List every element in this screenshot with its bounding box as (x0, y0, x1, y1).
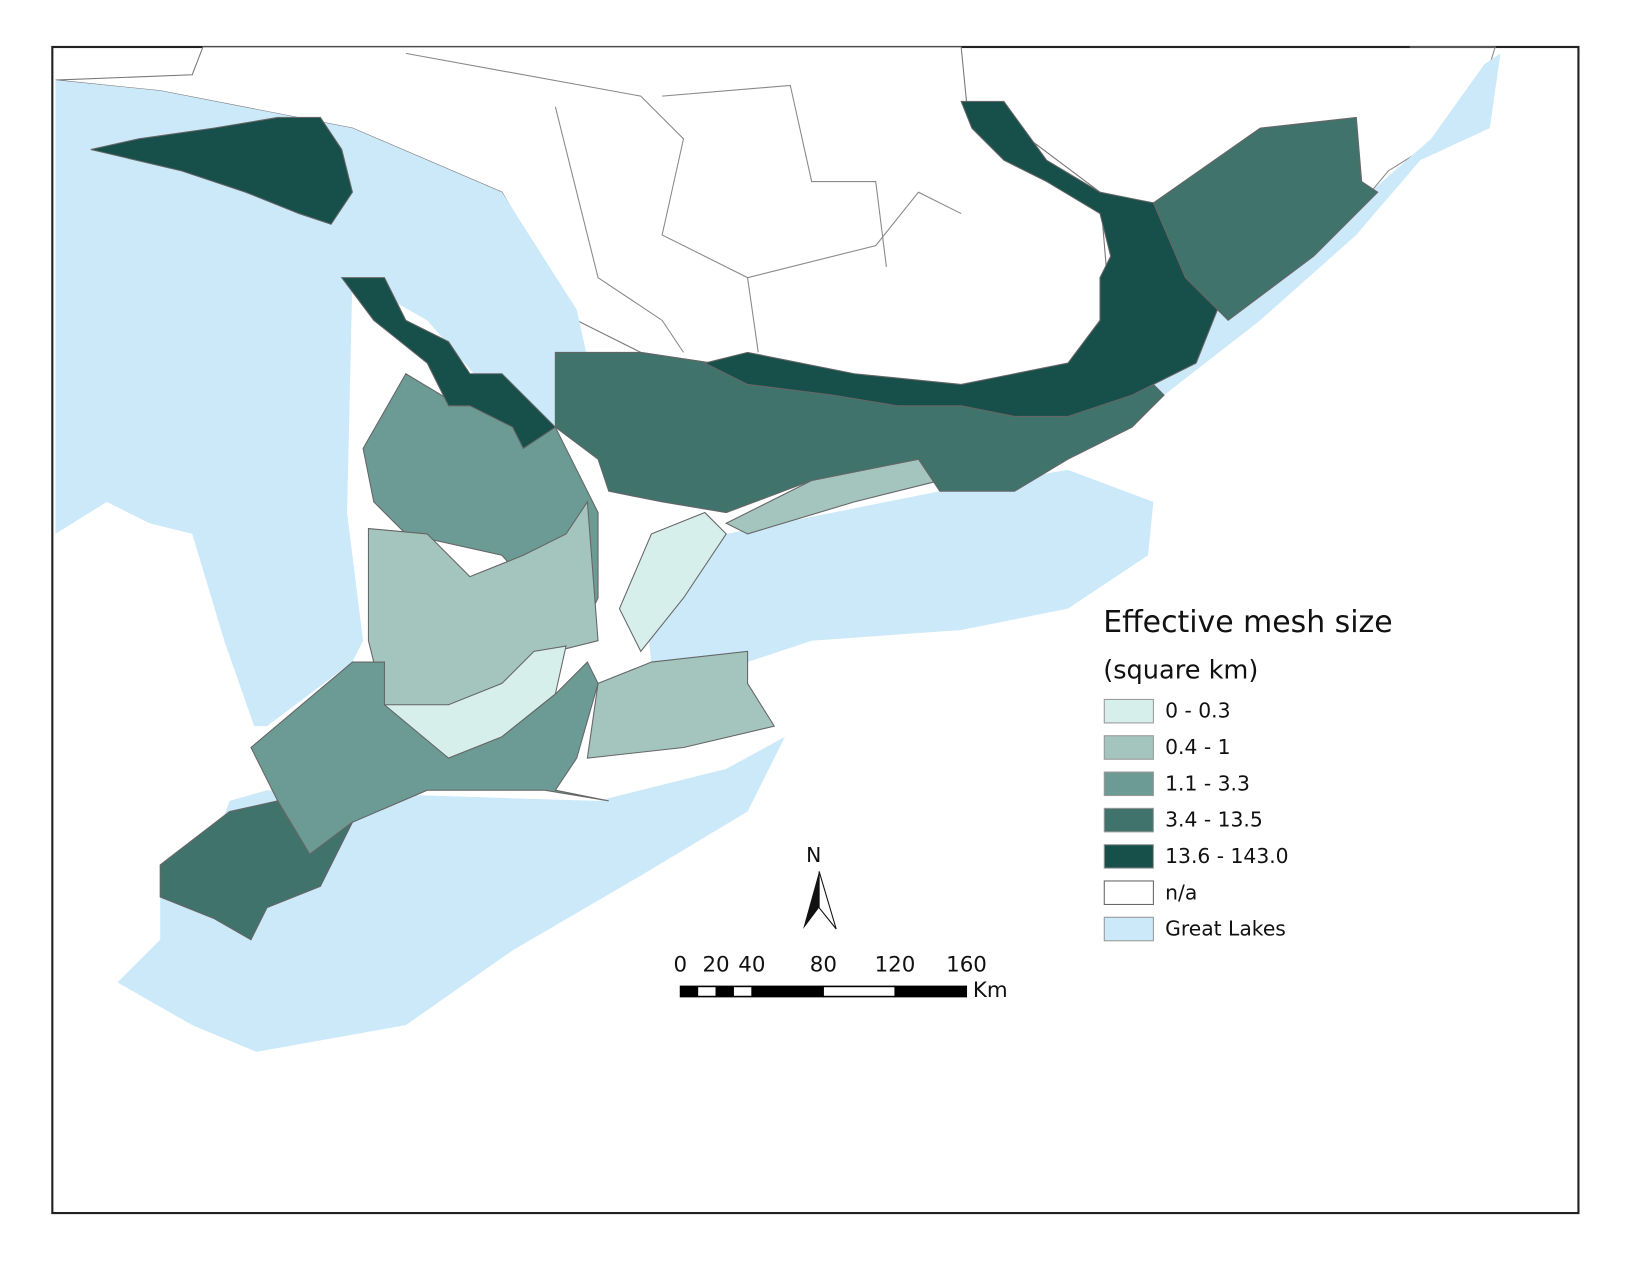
lake-ontario (646, 469, 1154, 663)
legend-swatch (1103, 880, 1154, 905)
scale-tick-label: 20 (702, 952, 729, 977)
boundary (554, 106, 684, 353)
region (340, 277, 557, 450)
north-arrow: N (803, 843, 837, 930)
legend-label: 1.1 - 3.3 (1165, 771, 1250, 795)
scale-tick-label: 80 (810, 952, 837, 977)
legend-label: 0 - 0.3 (1165, 699, 1230, 723)
scale-segment (698, 987, 717, 996)
legend-swatch (1103, 771, 1154, 797)
legend-label: Great Lakes (1165, 917, 1286, 941)
scale-tick-label: 160 (946, 952, 987, 977)
scale-tick-label: 0 (673, 952, 687, 977)
scale-unit: Km (973, 978, 1008, 1003)
legend-label: 13.6 - 143.0 (1165, 844, 1288, 868)
legend: Effective mesh size (square km) 0 - 0.3 0… (1103, 605, 1393, 942)
legend-label: 3.4 - 13.5 (1165, 808, 1263, 832)
legend-swatch (1103, 735, 1154, 760)
lake-huron (55, 80, 599, 727)
scale-tick-label: 120 (875, 952, 916, 977)
legend-swatch (1103, 807, 1154, 833)
region (159, 800, 353, 941)
scale-segment (680, 987, 699, 996)
legend-label: 0.4 - 1 (1165, 735, 1230, 759)
boundary (662, 84, 887, 268)
region (618, 511, 727, 653)
legend-swatch (1103, 844, 1154, 869)
north-label: N (806, 843, 821, 867)
boundary (747, 277, 759, 353)
region (703, 100, 1219, 417)
legend-label: n/a (1165, 880, 1197, 904)
region (586, 650, 776, 759)
legend-subtitle: (square km) (1103, 656, 1258, 686)
legend-swatch (1103, 916, 1154, 942)
arrow-left (803, 871, 820, 930)
scale-segment (716, 987, 734, 996)
legend-swatch (1103, 698, 1154, 724)
arrow-right (818, 871, 837, 930)
scale-segment (733, 987, 752, 996)
scale-segment (751, 987, 824, 996)
scale-tick-label: 40 (738, 952, 765, 977)
scale-segment (823, 987, 895, 996)
legend-title: Effective mesh size (1103, 605, 1392, 640)
region (90, 116, 354, 225)
boundary (405, 52, 962, 279)
scale-segment (894, 987, 967, 996)
basemap (55, 46, 1501, 1052)
